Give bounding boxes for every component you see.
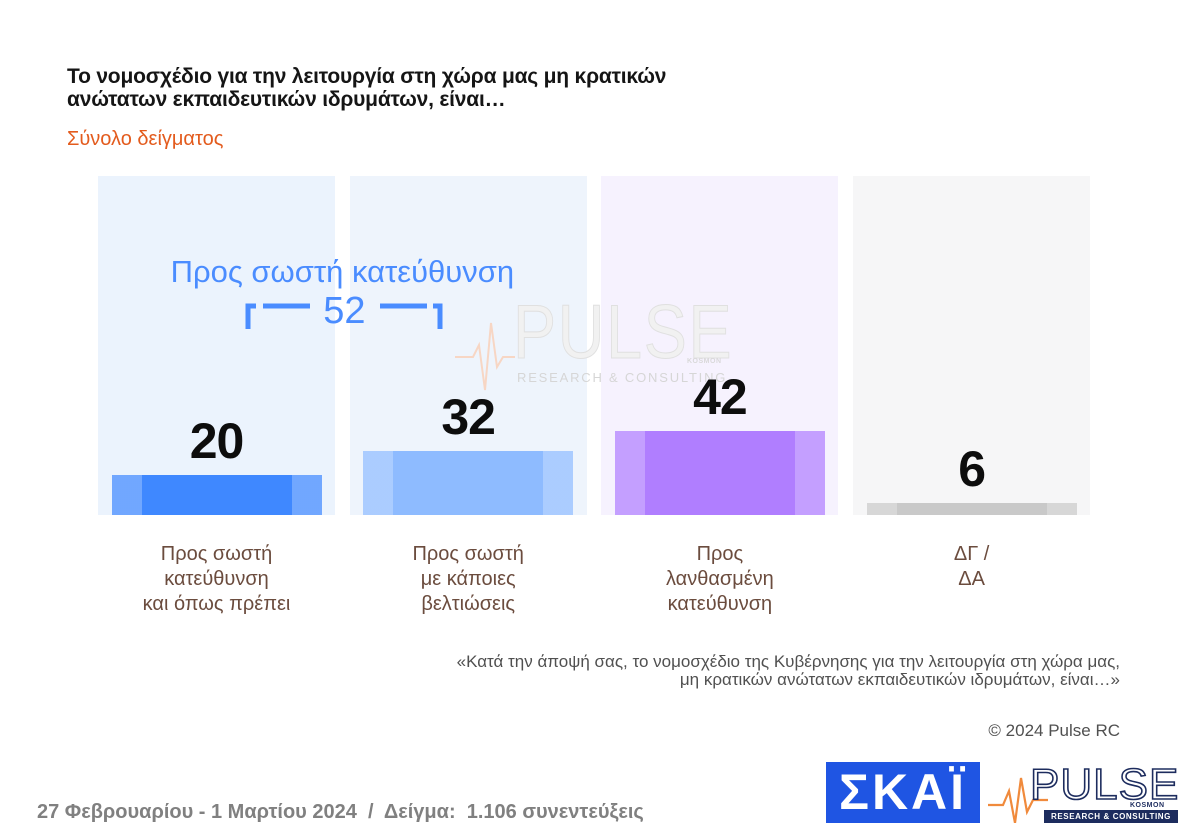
- watermark-sub: KOSMON: [687, 358, 722, 365]
- group-annotation-label: Προς σωστή κατεύθυνση: [170, 254, 515, 289]
- bar-value-label-3: 42: [693, 369, 748, 425]
- pulse-heartbeat-icon: [988, 777, 1048, 823]
- group-bracket: [245, 303, 443, 329]
- category-label-3: Προς λανθασμένη κατεύθυνση: [665, 543, 774, 615]
- watermark-heartbeat-icon: [455, 322, 515, 391]
- chart-title: Το νομοσχέδιο για την λειτουργία στη χώρ…: [67, 65, 667, 111]
- pulse-logo-sub: KOSMON: [1130, 802, 1165, 809]
- bar-4: [866, 503, 1077, 515]
- pulse-logo: PULSE KOSMON RESEARCH & CONSULTING: [988, 760, 1180, 823]
- pulse-watermark: PULSE KOSMON RESEARCH & CONSULTING: [455, 290, 755, 395]
- category-label-4: ΔΓ / ΔΑ: [953, 543, 990, 590]
- category-label-2: Προς σωστή με κάποιες βελτιώσεις: [412, 543, 524, 615]
- question-note: «Κατά την άποψή σας, το νομοσχέδιο της Κ…: [456, 652, 1120, 689]
- chart-subtitle: Σύνολο δείγματος: [67, 128, 224, 150]
- watermark-tagline: RESEARCH & CONSULTING: [517, 370, 728, 385]
- category-label-1: Προς σωστή κατεύθυνση και όπως πρέπει: [142, 543, 291, 615]
- copyright-note: © 2024 Pulse RC: [988, 721, 1120, 740]
- group-annotation: Προς σωστή κατεύθυνση 52: [97, 256, 587, 336]
- bar-chart: 20 Προς σωστή κατεύθυνση και όπως πρέπει 3…: [98, 176, 1091, 626]
- bar-value-label-1: 20: [189, 413, 245, 469]
- bar-3: [614, 431, 825, 515]
- bar-value-label-2: 32: [441, 389, 496, 445]
- pulse-logo-tagline: RESEARCH & CONSULTING: [1044, 810, 1178, 823]
- skai-logo: ΣΚΑΪ: [826, 762, 980, 823]
- group-annotation-value: 52: [323, 290, 366, 332]
- bracket-right-corner: [433, 303, 443, 329]
- bar-2: [363, 451, 574, 515]
- fieldwork-footer: 27 Φεβρουαρίου - 1 Μαρτίου 2024 / Δείγμα…: [37, 801, 644, 823]
- watermark-heartbeat-line: [455, 322, 515, 391]
- pulse-logo-word: PULSE: [1029, 760, 1180, 809]
- pulse-heartbeat-line: [988, 777, 1048, 823]
- bracket-left-corner: [245, 303, 257, 329]
- bar-1: [111, 475, 322, 515]
- watermark-word: PULSE: [513, 290, 734, 375]
- column-panel-4: [853, 176, 1091, 515]
- bar-value-label-4: 6: [958, 441, 986, 497]
- column-panel-1: [98, 176, 335, 515]
